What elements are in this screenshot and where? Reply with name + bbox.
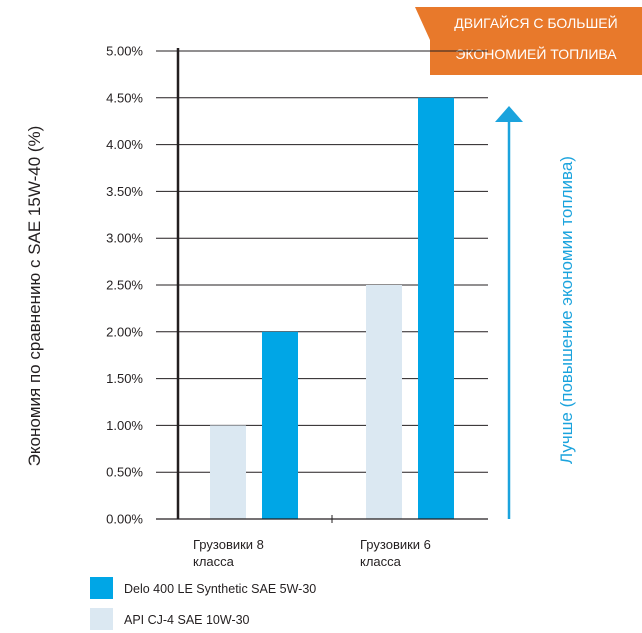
y-tick-label: 1.50% xyxy=(106,371,143,386)
legend: Delo 400 LE Synthetic SAE 5W-30 API CJ-4… xyxy=(90,577,316,630)
legend-swatch-delo xyxy=(90,577,113,599)
legend-label-delo: Delo 400 LE Synthetic SAE 5W-30 xyxy=(124,582,316,596)
category-label-0-line2: класса xyxy=(193,554,235,569)
y-tick-labels: 0.00% 0.50% 1.00% 1.50% 2.00% 2.50% 3.00% 3.50%… xyxy=(106,44,143,527)
y-tick-label: 2.50% xyxy=(106,278,143,293)
bar-api-1 xyxy=(366,285,402,519)
y-tick-label: 0.00% xyxy=(106,512,143,527)
y-tick-label: 4.00% xyxy=(106,137,143,152)
banner-line-2: ЭКОНОМИЕЙ ТОПЛИВА xyxy=(455,45,617,62)
y-tick-label: 5.00% xyxy=(106,44,143,59)
better-annotation: Лучше (повышение экономии топлива) xyxy=(495,106,576,519)
better-arrow-head xyxy=(495,106,523,122)
y-tick-label: 1.00% xyxy=(106,418,143,433)
banner-shape xyxy=(415,7,642,75)
y-tick-label: 4.50% xyxy=(106,90,143,105)
category-label-1-line1: Грузовики 6 xyxy=(360,537,431,552)
category-label-0-line1: Грузовики 8 xyxy=(193,537,264,552)
banner-line-1: ДВИГАЙСЯ С БОЛЬШЕЙ xyxy=(454,14,617,31)
category-labels: Грузовики 8 класса Грузовики 6 класса xyxy=(193,537,431,569)
y-tick-label: 3.50% xyxy=(106,184,143,199)
bars xyxy=(210,97,454,520)
legend-label-api: API CJ-4 SAE 10W-30 xyxy=(124,613,250,627)
bar-delo-1 xyxy=(418,97,454,520)
bar-delo-0 xyxy=(262,331,298,519)
y-tick-label: 2.00% xyxy=(106,324,143,339)
y-tick-label: 0.50% xyxy=(106,465,143,480)
bar-api-0 xyxy=(210,425,246,519)
legend-swatch-api xyxy=(90,608,113,630)
category-label-1-line2: класса xyxy=(360,554,402,569)
banner: ДВИГАЙСЯ С БОЛЬШЕЙ ЭКОНОМИЕЙ ТОПЛИВА xyxy=(415,7,642,75)
y-axis-label: Экономия по сравнению с SAE 15W-40 (%) xyxy=(25,126,44,467)
better-label: Лучше (повышение экономии топлива) xyxy=(557,156,576,464)
y-tick-label: 3.00% xyxy=(106,231,143,246)
